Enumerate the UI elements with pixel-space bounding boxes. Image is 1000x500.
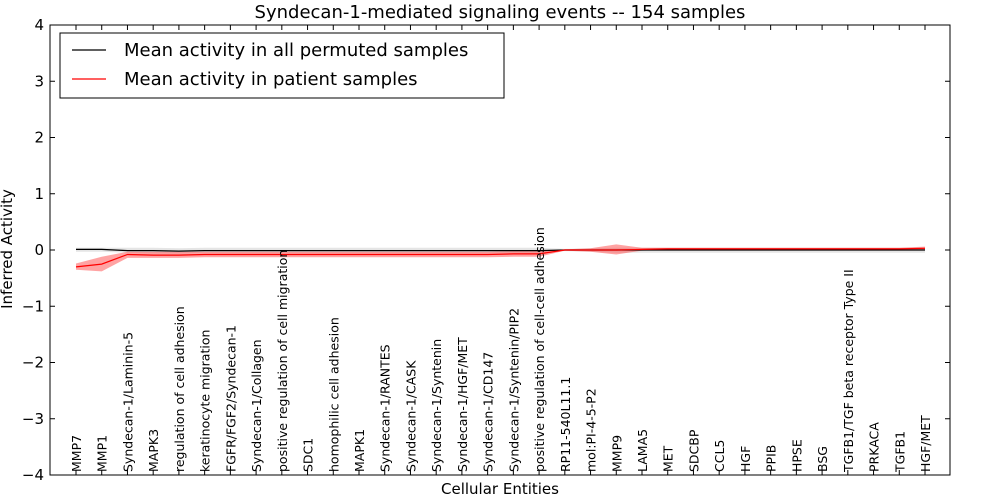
y-axis-label: Inferred Activity — [0, 189, 16, 309]
x-tick-label: Syndecan-1/HGF/MET — [455, 337, 470, 472]
legend-label-patient: Mean activity in patient samples — [124, 69, 418, 90]
x-tick-label: FGFR/FGF2/Syndecan-1 — [223, 325, 238, 472]
y-tick-label: 4 — [34, 16, 44, 34]
x-tick-label: SDC1 — [301, 438, 316, 472]
x-axis-label: Cellular Entities — [441, 480, 559, 498]
x-tick-label: MET — [661, 445, 676, 472]
x-tick-label: homophilic cell adhesion — [326, 317, 341, 472]
legend: Mean activity in all permuted samples Me… — [59, 32, 505, 99]
x-tick-label: positive regulation of cell migration — [275, 250, 290, 472]
x-tick-label: BSG — [815, 446, 830, 472]
x-tick-label: mol:PI-4-5-P2 — [584, 388, 599, 472]
x-tick-label: CCL5 — [712, 440, 727, 472]
x-tick-label: LAMA5 — [635, 429, 650, 472]
x-tick-label: Syndecan-1/Syntenin/PIP2 — [506, 308, 521, 472]
y-tick-label: 0 — [34, 241, 44, 259]
legend-box — [59, 32, 505, 99]
y-tick-label: −1 — [22, 297, 44, 315]
line-permuted — [76, 248, 925, 252]
plot-frame — [49, 24, 951, 476]
x-tick-label: regulation of cell adhesion — [172, 306, 187, 472]
x-tick-label: Syndecan-1/RANTES — [378, 344, 393, 472]
x-tick-label: PPIB — [764, 445, 779, 472]
x-tick-label: Syndecan-1/Laminin-5 — [121, 332, 136, 472]
line-patient — [75, 247, 926, 268]
y-tick-label: −2 — [22, 354, 44, 372]
x-tick-label: Syndecan-1/Collagen — [249, 339, 264, 472]
x-tick-label: RP11-540L11.1 — [558, 377, 573, 472]
legend-label-permuted: Mean activity in all permuted samples — [124, 40, 468, 61]
x-tick-label: Syndecan-1/CD147 — [481, 352, 496, 472]
x-tick-label: keratinocyte migration — [198, 330, 213, 472]
y-tick-label: 1 — [34, 185, 44, 203]
y-tick-label: 2 — [34, 129, 44, 147]
x-tick-label: MMP7 — [69, 435, 84, 472]
chart-title: Syndecan-1-mediated signaling events -- … — [255, 2, 746, 23]
x-tick-label: MAPK3 — [146, 429, 161, 472]
series-lines — [75, 247, 926, 268]
x-tick-label: TGFB1 — [892, 431, 907, 473]
x-tick-label: HGF/MET — [918, 415, 933, 472]
x-tick-labels: MMP7 MMP1 Syndecan-1/Laminin-5 MAPK3 regulat… — [69, 227, 933, 473]
x-tick-label: SDCBP — [687, 429, 702, 472]
y-tick-label: 3 — [34, 72, 44, 90]
x-tick-label: MMP9 — [609, 435, 624, 472]
x-tick-label: MMP1 — [95, 435, 110, 472]
x-tick-label: MAPK1 — [352, 429, 367, 472]
y-tick-label: −4 — [22, 466, 44, 484]
axis-ticks: −4 −3 −2 −1 0 1 2 3 4 — [22, 16, 950, 484]
x-tick-label: Syndecan-1/CASK — [404, 360, 419, 472]
x-tick-label: Syndecan-1/Syntenin — [429, 339, 444, 472]
x-tick-label: PRKACA — [867, 422, 882, 472]
x-tick-label: TGFB1/TGF beta receptor Type II — [841, 269, 856, 473]
x-tick-label: HGF — [738, 446, 753, 472]
x-tick-label: positive regulation of cell-cell adhesio… — [532, 227, 547, 472]
y-tick-label: −3 — [22, 410, 44, 428]
x-tick-label: HPSE — [789, 439, 804, 472]
